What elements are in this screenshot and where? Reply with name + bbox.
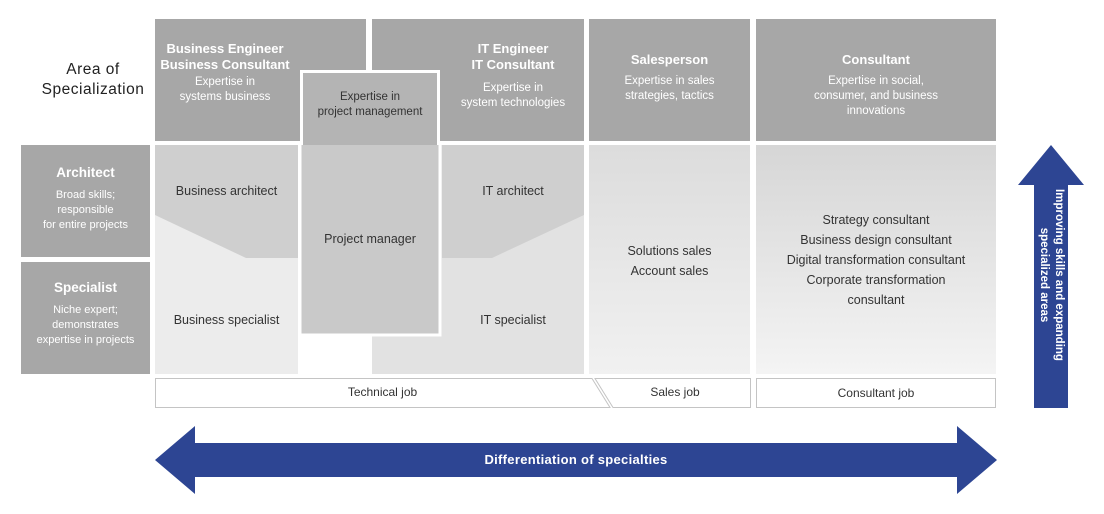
business-architect-area (155, 145, 298, 258)
header-business-desc: Expertise in systems business (179, 76, 271, 103)
header-consultant: Consultant Expertise in social, consumer… (756, 19, 996, 141)
row-specialist-desc: Niche expert; demonstrates expertise in … (36, 304, 135, 346)
row-specialist-title: Specialist (53, 280, 118, 295)
skills-arrow (1018, 145, 1084, 408)
it-architect-label: IT architect (482, 184, 544, 198)
it-specialist-label: IT specialist (480, 313, 546, 327)
header-business-title: Business Engineer Business Consultant (160, 41, 290, 72)
header-sales-desc: Expertise in sales strategies, tactics (624, 75, 715, 102)
header-sales-title: Salesperson (630, 52, 709, 67)
sales-job-label: Sales job (650, 385, 700, 399)
header-consultant-desc: Expertise in social, consumer, and busin… (813, 75, 939, 117)
consultant-area (756, 145, 996, 374)
sales-area (589, 145, 750, 374)
differentiation-label: Differentiation of specialties (484, 452, 668, 467)
technical-job-label: Technical job (347, 385, 418, 399)
header-pm: Expertise in project management (300, 70, 440, 145)
header-pm-desc: Expertise in project management (317, 91, 423, 118)
sales-roles: Solutions sales Account sales (627, 244, 712, 278)
consultant-job-box: Consultant job (756, 378, 996, 408)
sales-job-outline (594, 378, 751, 408)
business-architect-label: Business architect (175, 184, 278, 198)
row-architect-desc: Broad skills; responsible for entire pro… (43, 189, 128, 231)
area-of-specialization-label: Area of Specialization (41, 61, 145, 98)
row-architect-title: Architect (56, 165, 115, 180)
project-manager-label: Project manager (324, 232, 416, 246)
consultant-roles: Strategy consultant Business design cons… (786, 213, 966, 307)
business-specialist-label: Business specialist (173, 313, 280, 327)
row-architect: Architect Broad skills; responsible for … (21, 145, 150, 257)
technical-job-outline (155, 378, 611, 408)
consultant-job-label: Consultant job (837, 386, 915, 400)
skills-label-text: Improving skills and expanding specializ… (1038, 189, 1065, 361)
row-specialist: Specialist Niche expert; demonstrates ex… (21, 262, 150, 374)
it-architect-area (442, 145, 584, 258)
header-it-desc: Expertise in system technologies (460, 82, 566, 109)
header-sales: Salesperson Expertise in sales strategie… (589, 19, 750, 141)
header-consultant-title: Consultant (842, 52, 910, 67)
header-it-title: IT Engineer IT Consultant (471, 41, 555, 72)
differentiation-arrow (155, 426, 997, 494)
